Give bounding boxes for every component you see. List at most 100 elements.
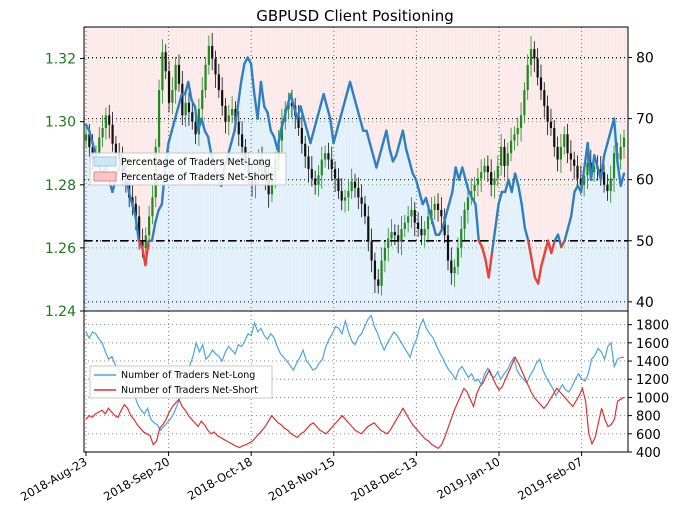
candle-body: [416, 222, 420, 229]
band-net-long: [482, 246, 486, 311]
band-net-long: [385, 130, 390, 311]
candle-body: [141, 241, 144, 248]
band-net-short: [365, 27, 370, 131]
net-long-percent-segment: [586, 141, 593, 181]
date-tick-label: 2019-Jan-10: [434, 454, 502, 501]
net-long-percent-segment: [606, 129, 612, 145]
candle-body: [353, 181, 357, 188]
candle-body: [224, 105, 227, 122]
band-net-short: [385, 27, 390, 131]
candle-body: [350, 181, 353, 192]
band-net-long: [316, 118, 320, 311]
band-net-short: [438, 27, 443, 235]
band-net-short: [428, 27, 433, 211]
band-net-short: [395, 27, 400, 156]
net-long-percent-segment: [312, 117, 319, 133]
band-net-long: [196, 130, 201, 311]
band-net-long: [87, 130, 92, 311]
band-net-short: [362, 27, 367, 131]
candle-body: [599, 169, 602, 173]
candle-body: [443, 216, 446, 236]
band-net-long: [621, 185, 626, 311]
candle-body: [440, 210, 443, 217]
band-net-short: [611, 27, 616, 131]
candle-body: [108, 115, 111, 125]
band-net-short: [422, 27, 427, 205]
count-tick-label: 1400: [636, 355, 669, 370]
count-tick-label: 1600: [636, 337, 669, 352]
net-long-percent-segment: [385, 129, 391, 151]
net-long-percent-segment: [444, 202, 451, 218]
net-long-percent-segment: [378, 141, 385, 157]
band-net-long: [143, 265, 148, 311]
candle-body: [619, 146, 622, 160]
band-net-long: [259, 81, 264, 311]
candle-body: [324, 153, 327, 160]
band-net-short: [130, 27, 135, 205]
band-net-short: [223, 27, 228, 168]
net-long-percent-segment: [513, 172, 520, 187]
net-long-percent-segment: [550, 239, 556, 255]
band-net-short: [618, 27, 622, 162]
bottom-panel: 400 600 800 1000 1200 1400 1600 1800 2018-Aug-2…: [18, 310, 669, 504]
candle-body: [204, 64, 207, 91]
right-count-axis: 400 600 800 1000 1200 1400 1600 1800: [628, 319, 669, 461]
band-net-long: [379, 155, 383, 311]
band-net-short: [186, 27, 191, 82]
candle-body: [347, 191, 350, 198]
band-net-short: [160, 27, 165, 205]
band-net-long: [435, 234, 440, 311]
band-net-long: [243, 63, 247, 311]
date-tick-label: 2019-Feb-07: [515, 454, 585, 502]
candle-body: [327, 153, 330, 160]
net-long-percent-segment: [451, 166, 457, 194]
candle-body: [576, 165, 579, 179]
band-net-long: [581, 191, 586, 311]
band-net-long: [422, 204, 427, 311]
net-long-percent-segment: [348, 80, 355, 96]
band-net-short: [402, 27, 407, 131]
band-net-short: [468, 27, 473, 192]
candle-body: [526, 64, 529, 91]
net-long-percent-segment: [579, 166, 586, 194]
band-net-short: [299, 27, 304, 107]
candle-body: [513, 134, 516, 141]
candle-body: [207, 45, 210, 65]
band-net-short: [309, 27, 314, 144]
candle-body: [523, 90, 526, 116]
band-net-short: [150, 27, 155, 241]
candle-body: [529, 49, 533, 65]
band-net-short: [226, 27, 231, 156]
candle-body: [563, 134, 566, 147]
candle-body: [463, 210, 466, 229]
count-tick-label: 1200: [636, 373, 669, 388]
band-net-short: [93, 27, 98, 156]
band-net-long: [319, 106, 324, 311]
band-net-short: [452, 27, 456, 192]
band-net-short: [127, 27, 131, 192]
band-net-long: [452, 191, 456, 311]
band-net-short: [555, 27, 559, 241]
net-long-percent-segment: [236, 80, 243, 108]
candle-body: [612, 153, 616, 179]
candle-body: [423, 228, 426, 236]
net-long-percent-segment: [131, 202, 137, 218]
band-net-long: [448, 204, 453, 311]
net-long-percent-segment: [540, 251, 546, 267]
band-net-long: [601, 179, 606, 311]
price-candles: [84, 32, 626, 296]
band-net-short: [445, 27, 450, 217]
date-tick-label: 2018-Oct-18: [185, 454, 255, 502]
band-net-long: [591, 179, 596, 311]
band-net-short: [462, 27, 466, 168]
candle-body: [387, 238, 390, 248]
legend-label-net-short-count: Number of Traders Net-Short: [121, 385, 258, 396]
band-net-long: [548, 240, 553, 311]
band-net-long: [501, 191, 506, 311]
net-long-percent-segment: [480, 245, 487, 261]
band-net-short: [571, 27, 576, 217]
band-net-long: [508, 179, 513, 311]
band-net-long: [332, 143, 337, 311]
band-net-long: [419, 191, 423, 311]
candle-body: [267, 178, 270, 195]
